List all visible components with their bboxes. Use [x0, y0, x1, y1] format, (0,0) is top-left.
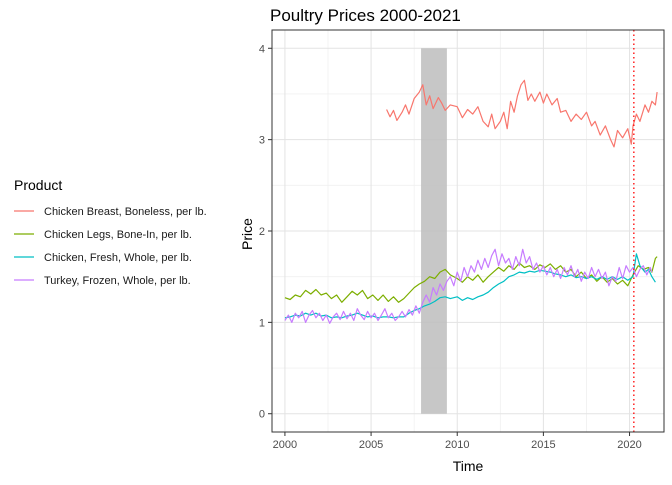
y-axis-title: Price — [239, 218, 255, 250]
y-tick-label: 1 — [259, 317, 265, 329]
legend-label-4: Turkey, Frozen, Whole, per lb. — [44, 275, 191, 287]
x-axis-ticks: 2000 2005 2010 2015 2020 — [273, 432, 642, 451]
series-layer — [284, 79, 658, 324]
x-tick-label: 2015 — [531, 439, 555, 451]
y-tick-label: 4 — [259, 43, 265, 55]
shaded-region-layer — [421, 48, 447, 414]
legend-items: Chicken Breast, Boneless, per lb. Chicken… — [14, 206, 207, 287]
major-gridlines — [272, 30, 664, 432]
x-tick-label: 2010 — [445, 439, 469, 451]
y-axis-ticks: 0 1 2 3 4 — [259, 43, 272, 421]
x-tick-label: 2020 — [617, 439, 641, 451]
shaded-region — [421, 48, 447, 414]
series-line-1 — [386, 79, 658, 148]
x-tick-label: 2005 — [359, 439, 383, 451]
x-axis-title: Time — [453, 458, 484, 474]
y-tick-label: 2 — [259, 226, 265, 238]
y-tick-label: 0 — [259, 409, 265, 421]
y-tick-label: 3 — [259, 135, 265, 147]
legend-label-2: Chicken Legs, Bone-In, per lb. — [44, 229, 192, 241]
x-tick-label: 2000 — [273, 439, 297, 451]
series-line-4 — [284, 248, 653, 324]
legend-label-1: Chicken Breast, Boneless, per lb. — [44, 206, 207, 218]
legend: Product Chicken Breast, Boneless, per lb… — [14, 177, 207, 287]
legend-label-3: Chicken, Fresh, Whole, per lb. — [44, 252, 192, 264]
legend-title: Product — [14, 177, 62, 193]
chart-title: Poultry Prices 2000-2021 — [270, 6, 461, 25]
